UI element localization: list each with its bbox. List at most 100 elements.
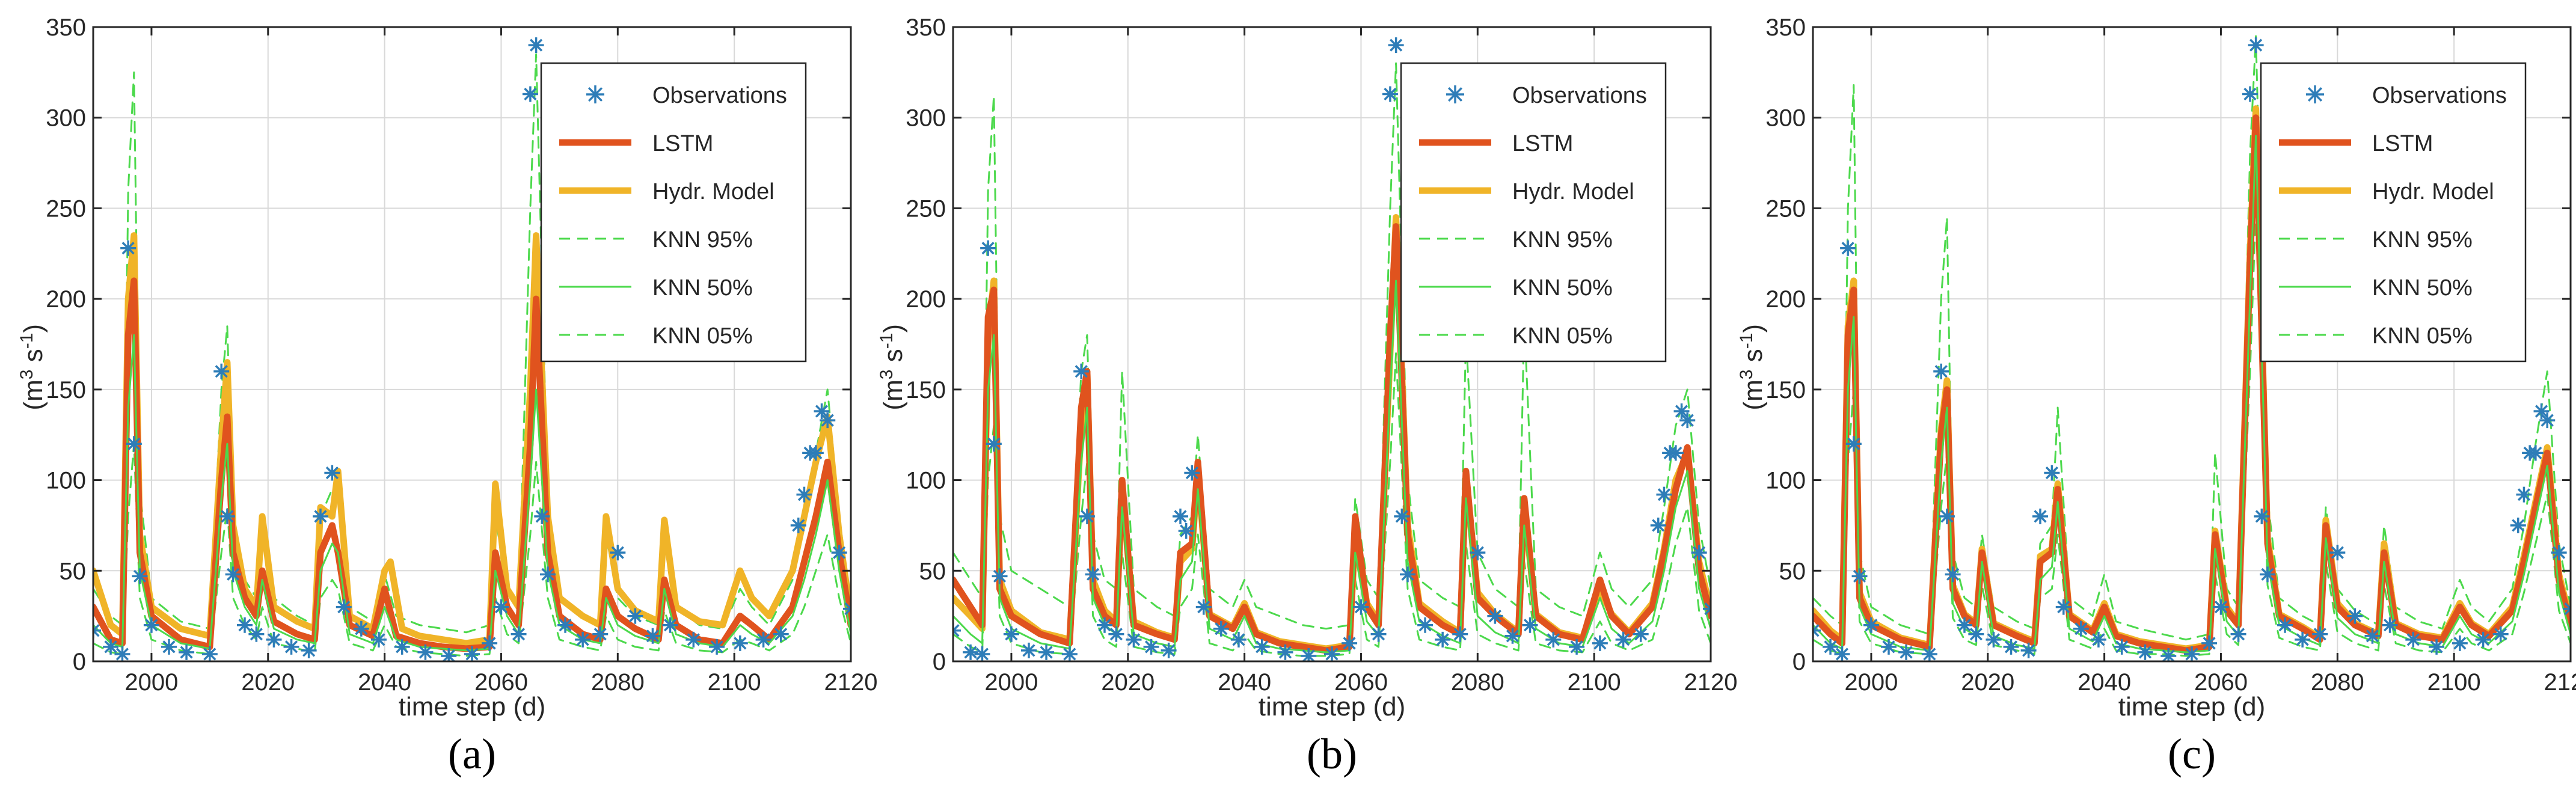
observation-point <box>1324 646 1340 661</box>
x-tick-label: 2060 <box>2194 669 2248 696</box>
y-axis-label-end: ) <box>1738 324 1768 333</box>
observation-point <box>992 568 1008 584</box>
series-group <box>1813 35 2571 661</box>
x-tick-label: 2100 <box>1568 669 1621 696</box>
observation-point <box>1679 412 1696 429</box>
x-tick-label: 2120 <box>2544 669 2576 696</box>
y-tick-label: 200 <box>1765 286 1806 313</box>
series-line-knn-05 <box>93 442 851 657</box>
observation-point <box>1126 631 1142 648</box>
y-axis-label-base: (m <box>879 379 908 410</box>
observation-point <box>482 635 498 651</box>
x-tick-label: 2020 <box>1961 669 2014 696</box>
x-tick-label: 2080 <box>591 669 645 696</box>
observation-point <box>709 638 725 655</box>
observation-point <box>2364 628 2381 644</box>
observation-point <box>2295 631 2311 648</box>
legend-label: KNN 50% <box>652 275 753 301</box>
axes-box <box>1812 26 2572 663</box>
observation-point <box>417 644 434 660</box>
x-tick-label: 2040 <box>2078 669 2131 696</box>
observation-point <box>1968 626 1984 642</box>
series-line-knn-95 <box>1813 35 2571 641</box>
observation-point <box>528 37 544 54</box>
observation-point <box>1353 599 1369 615</box>
observation-point <box>2184 646 2200 661</box>
axes-box <box>952 26 1712 663</box>
chart-panel-a: 0 50 100 150 200 250 300 350 2000 2020 2040 2060 208… <box>17 14 877 778</box>
observation-point <box>1615 631 1631 648</box>
observation-point <box>2090 631 2106 648</box>
x-tick-label: 2100 <box>708 669 761 696</box>
observation-point <box>1435 631 1451 648</box>
y-tick-label: 100 <box>46 468 86 494</box>
y-axis-label-sup: 3 <box>17 370 37 380</box>
observation-point <box>2230 626 2246 642</box>
observation-point <box>2032 508 2048 524</box>
observation-point <box>114 646 130 661</box>
axes-box <box>92 26 852 663</box>
observation-point <box>796 486 812 503</box>
observation-point <box>2201 635 2218 651</box>
observation-point <box>126 436 142 452</box>
x-tick-label: 2040 <box>358 669 411 696</box>
observation-point <box>814 403 830 420</box>
series-line-lstm <box>93 277 851 652</box>
legend-label: LSTM <box>652 131 713 156</box>
y-axis-label-mid: s <box>1738 349 1768 369</box>
observation-point <box>2248 37 2264 54</box>
observation-point <box>534 508 550 524</box>
observation-point <box>2539 412 2556 429</box>
observation-point <box>1079 508 1095 524</box>
legend: Observations LSTM Hydr. Model KNN 95% KNN 50… <box>2260 62 2527 363</box>
panel-label: (c) <box>2168 730 2216 778</box>
legend-swatch-observations <box>586 85 604 103</box>
legend-label: KNN 05% <box>652 323 753 349</box>
observation-point <box>2429 638 2445 655</box>
y-axis-label-sup: -1 <box>17 333 37 349</box>
observation-point <box>179 644 195 660</box>
y-tick-label: 350 <box>46 14 86 41</box>
y-tick-label: 250 <box>1765 195 1806 222</box>
x-tick-label: 2100 <box>2427 669 2481 696</box>
observation-point <box>662 617 678 633</box>
y-tick-label: 200 <box>46 286 86 313</box>
legend-label: LSTM <box>1512 131 1573 156</box>
observation-point <box>201 646 218 661</box>
observation-point <box>773 626 789 642</box>
legend-label: KNN 50% <box>2372 275 2473 301</box>
x-tick-label: 2000 <box>124 669 178 696</box>
observation-point <box>464 646 480 661</box>
series-group <box>93 37 851 661</box>
series-line-knn-05 <box>1813 207 2571 657</box>
series-line-knn-95 <box>93 53 851 634</box>
chart-panel-b: 0 50 100 150 200 250 300 350 2000 2020 2040 2060 208… <box>877 14 1737 778</box>
series-group <box>953 37 1711 661</box>
observation-point <box>1673 403 1690 420</box>
observation-point <box>1933 363 1949 379</box>
y-tick-label: 250 <box>46 195 86 222</box>
observation-point <box>1650 517 1666 533</box>
series-line-lstm <box>1813 114 2571 654</box>
y-tick-label: 300 <box>906 105 946 132</box>
observation-point <box>1487 608 1503 624</box>
panel-label: (b) <box>1307 730 1357 778</box>
y-tick-label: 50 <box>60 558 87 584</box>
observation-point <box>2382 617 2398 633</box>
y-tick-label: 150 <box>46 377 86 403</box>
observation-point <box>1061 646 1078 661</box>
observation-point <box>1840 240 1856 256</box>
observation-point <box>1230 631 1247 648</box>
observation-point <box>1569 638 1585 655</box>
y-axis-label: (m3 s-1) <box>877 324 908 411</box>
observation-point <box>820 412 836 429</box>
y-axis-label-sup: -1 <box>877 333 897 349</box>
observation-point <box>283 638 299 655</box>
x-tick-label: 2000 <box>984 669 1038 696</box>
observation-point <box>592 626 609 642</box>
legend-label: KNN 95% <box>1512 227 1613 253</box>
series-line-knn-05 <box>953 352 1711 657</box>
observation-point <box>2492 626 2509 642</box>
legend-swatch-observations <box>1446 85 1464 103</box>
observation-point <box>1254 638 1270 655</box>
